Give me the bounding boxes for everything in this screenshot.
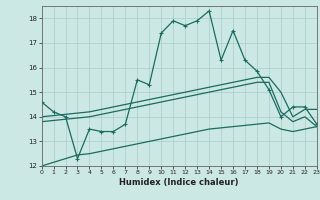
X-axis label: Humidex (Indice chaleur): Humidex (Indice chaleur) [119, 178, 239, 187]
